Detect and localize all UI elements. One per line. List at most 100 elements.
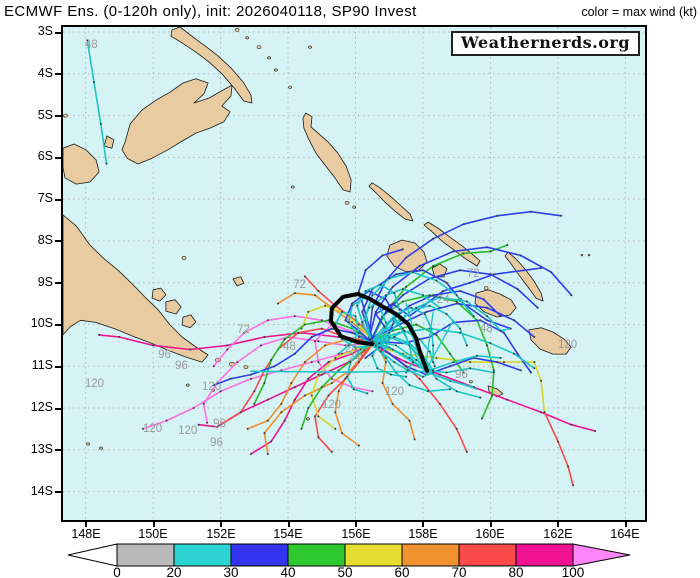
forecast-hour-label: 96 (210, 437, 223, 449)
track-timestep-marker (418, 338, 421, 341)
lon-axis-label: 164E (610, 527, 640, 541)
track-timestep-marker (212, 384, 215, 387)
colorbar-tick-label: 30 (223, 565, 238, 577)
track-timestep-marker (492, 369, 495, 372)
track-timestep-marker (455, 390, 458, 393)
track-timestep-marker (570, 294, 573, 297)
lat-axis-label: 4S (37, 66, 53, 80)
track-timestep-marker (307, 407, 310, 409)
track-timestep-marker (449, 388, 451, 391)
track-blue (371, 267, 542, 345)
track-timestep-marker (152, 344, 155, 347)
track-green (253, 319, 374, 405)
track-map-svg: 48 72 72 48 96 96 120 120 120 120 96 96 120 96 120 120 2… (63, 27, 645, 520)
land-png-mainland (63, 214, 209, 363)
track-timestep-marker (391, 285, 394, 288)
watermark-box: Weathernerds.org (450, 31, 640, 56)
track-timestep-marker (509, 327, 512, 330)
track-timestep-marker (393, 361, 396, 364)
track-timestep-marker (229, 377, 232, 380)
track-timestep-marker (452, 361, 455, 364)
land-makira (528, 327, 572, 355)
track-timestep-marker (393, 292, 396, 295)
forecast-hour-label: 24 (345, 343, 358, 355)
track-timestep-marker (280, 402, 283, 405)
track-timestep-marker (570, 423, 573, 426)
track-timestep-marker (459, 269, 462, 272)
track-timestep-marker (530, 210, 532, 213)
track-timestep-marker (391, 402, 394, 405)
track-timestep-marker (418, 265, 421, 267)
forecast-hour-label: 96 (213, 418, 226, 430)
track-timestep-marker (401, 248, 404, 251)
track-timestep-marker (253, 402, 256, 405)
track-cyan (424, 319, 455, 373)
track-timestep-marker (462, 223, 465, 226)
track-timestep-marker (432, 265, 435, 267)
colorbar-segment-70-80 (458, 543, 517, 567)
track-timestep-marker (236, 361, 239, 364)
track-timestep-marker (344, 344, 347, 347)
track-timestep-marker (324, 344, 327, 347)
track-timestep-marker (381, 382, 384, 384)
track-timestep-marker (455, 294, 458, 297)
track-timestep-marker (327, 394, 330, 397)
track-timestep-marker (513, 352, 516, 355)
track-timestep-marker (260, 344, 262, 347)
track-timestep-marker (391, 323, 394, 326)
track-timestep-marker (249, 453, 252, 455)
track-timestep-marker (337, 352, 340, 355)
track-blue (369, 269, 539, 343)
track-timestep-marker (303, 275, 306, 278)
track-timestep-marker (506, 244, 509, 247)
track-timestep-marker (364, 269, 367, 272)
colorbar-segment-50-60 (344, 543, 403, 567)
track-timestep-marker (371, 340, 374, 343)
track-timestep-marker (344, 377, 347, 380)
track-timestep-marker (192, 407, 195, 409)
track-timestep-marker (357, 290, 360, 292)
track-timestep-marker (540, 379, 543, 382)
track-timestep-marker (354, 315, 357, 318)
track-timestep-marker (445, 371, 448, 374)
track-timestep-marker (455, 302, 458, 305)
watermark-text: Weathernerds.org (460, 33, 630, 52)
track-timestep-marker (449, 352, 451, 355)
track-cyan (371, 342, 451, 393)
track-blue (344, 290, 397, 359)
track-timestep-marker (297, 331, 300, 334)
track-blue (371, 340, 522, 376)
lon-tick (85, 522, 87, 527)
track-timestep-marker (594, 430, 597, 432)
land-islet (63, 113, 68, 118)
track-timestep-marker (540, 267, 543, 270)
track-timestep-marker (351, 331, 354, 334)
land-huon-peninsula (63, 143, 100, 185)
land-rennell (487, 385, 504, 398)
track-timestep-marker (307, 377, 310, 380)
track-timestep-marker (465, 344, 468, 347)
track-magenta (250, 342, 372, 455)
track-timestep-marker (438, 306, 441, 309)
track-timestep-marker (357, 444, 360, 447)
track-timestep-marker (445, 313, 448, 315)
track-timestep-marker (263, 382, 266, 384)
track-timestep-marker (98, 333, 101, 336)
track-timestep-marker (435, 333, 438, 336)
track-timestep-marker (357, 336, 360, 338)
lat-tick (55, 491, 61, 493)
lon-axis-label: 156E (341, 527, 371, 541)
track-timestep-marker (452, 250, 455, 253)
track-timestep-marker (351, 304, 354, 307)
forecast-hour-label: 120 (322, 399, 341, 411)
track-timestep-marker (341, 432, 343, 435)
lat-axis-label: 6S (37, 149, 53, 163)
forecast-hour-label: 72 (293, 279, 306, 291)
track-timestep-marker (408, 356, 411, 359)
forecast-hour-label: 48 (283, 341, 296, 353)
track-timestep-marker (423, 313, 426, 315)
track-timestep-marker (533, 361, 536, 364)
track-timestep-marker (378, 342, 381, 345)
track-timestep-marker (506, 398, 509, 401)
track-timestep-marker (266, 419, 269, 422)
